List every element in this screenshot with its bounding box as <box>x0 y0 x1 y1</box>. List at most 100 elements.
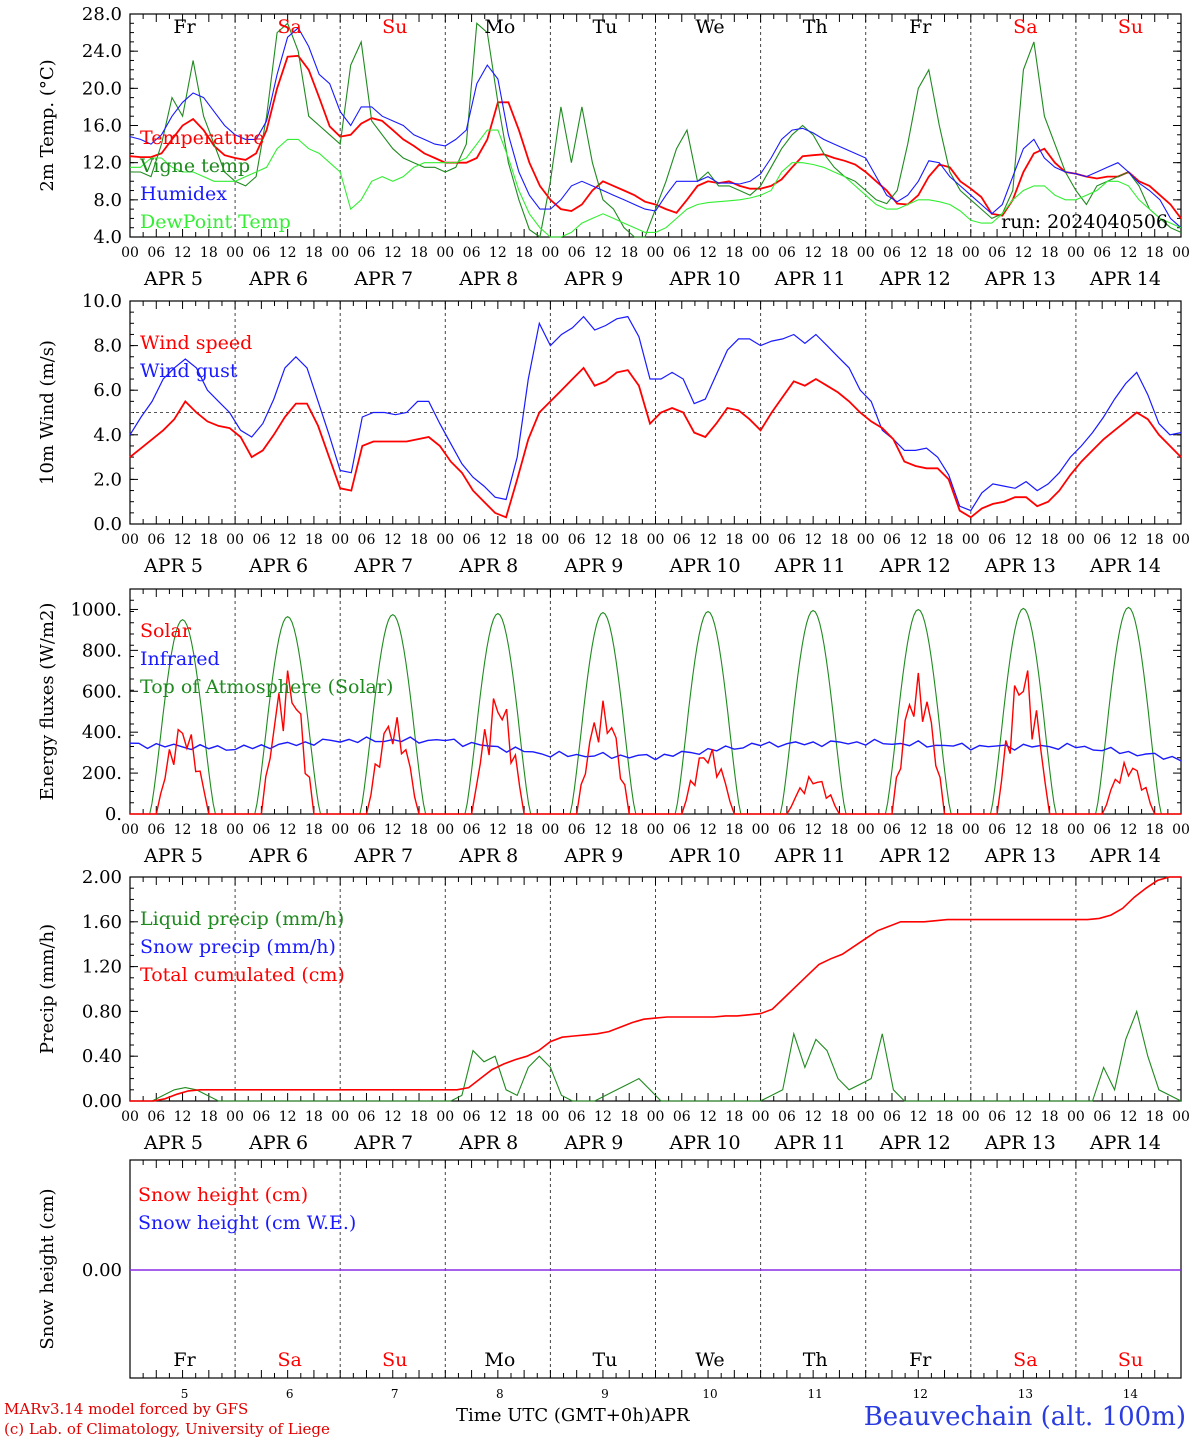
y-tick-label: 0.00 <box>82 1091 122 1112</box>
hour-label: 12 <box>699 822 717 838</box>
hour-label: 00 <box>226 822 244 838</box>
y-tick-label: 12.0 <box>82 153 122 174</box>
hour-label: 18 <box>515 245 533 261</box>
hour-label: 00 <box>121 532 139 548</box>
hour-label: 00 <box>857 532 875 548</box>
date-label: APR 5 <box>143 1132 203 1154</box>
hour-label: 06 <box>988 532 1006 548</box>
day-name: Sa <box>277 16 301 38</box>
y-tick-label: 24.0 <box>82 41 122 62</box>
hour-label: 06 <box>358 245 376 261</box>
day-number: 13 <box>1018 1387 1033 1401</box>
hour-label: 12 <box>699 245 717 261</box>
date-label: APR 6 <box>248 845 308 867</box>
hour-label: 12 <box>279 532 297 548</box>
date-label: APR 6 <box>248 268 308 290</box>
hour-label: 18 <box>410 822 428 838</box>
day-name-bottom: Tu <box>592 1349 617 1371</box>
hour-label: 00 <box>1067 1109 1085 1125</box>
hour-label: 12 <box>1120 245 1138 261</box>
series-line-vigne-temp <box>130 22 1182 238</box>
run-label: run: 2024040506 <box>1001 211 1168 233</box>
hour-label: 00 <box>857 1109 875 1125</box>
y-tick-label: 8.0 <box>93 190 122 211</box>
series-line-dewpoint-temp <box>130 129 1182 238</box>
hour-label: 00 <box>436 245 454 261</box>
date-label: APR 6 <box>248 1132 308 1154</box>
hour-label: 06 <box>673 245 691 261</box>
hour-label: 00 <box>436 822 454 838</box>
date-label: APR 8 <box>458 845 518 867</box>
hour-label: 18 <box>200 245 218 261</box>
hour-label: 12 <box>174 532 192 548</box>
day-name-bottom: Th <box>803 1349 828 1371</box>
hour-label: 06 <box>252 532 270 548</box>
date-label: APR 13 <box>984 1132 1056 1154</box>
hour-label: 12 <box>909 245 927 261</box>
credit-model: MARv3.14 model forced by GFS <box>4 1400 249 1418</box>
date-label: APR 9 <box>563 1132 623 1154</box>
hour-label: 06 <box>358 1109 376 1125</box>
y-axis-label-3: Energy fluxes (W/m2) <box>37 603 58 801</box>
hour-label: 06 <box>568 245 586 261</box>
hour-label: 18 <box>1041 532 1059 548</box>
y-axis-label-2: 10m Wind (m/s) <box>37 340 58 485</box>
hour-label: 12 <box>279 1109 297 1125</box>
day-name-bottom: Fr <box>173 1349 196 1371</box>
date-label: APR 10 <box>669 555 741 577</box>
hour-label: 12 <box>909 532 927 548</box>
hour-label: 18 <box>936 1109 954 1125</box>
hour-label: 06 <box>988 1109 1006 1125</box>
series-line-liquid-precip <box>130 1009 1182 1102</box>
hour-label: 00 <box>647 532 665 548</box>
hour-label: 12 <box>1014 1109 1032 1125</box>
hour-label: 18 <box>725 245 743 261</box>
hour-label: 12 <box>1120 1109 1138 1125</box>
hour-label: 06 <box>463 1109 481 1125</box>
day-name-bottom: Sa <box>1013 1349 1037 1371</box>
hour-label: 06 <box>1093 822 1111 838</box>
hour-label: 00 <box>121 1109 139 1125</box>
credit-lab: (c) Lab. of Climatology, University of L… <box>4 1420 330 1438</box>
y-tick-label: 1.20 <box>82 957 122 978</box>
date-label: APR 11 <box>774 1132 846 1154</box>
date-label: APR 10 <box>669 845 741 867</box>
hour-label: 06 <box>883 1109 901 1125</box>
y-tick-label: 200. <box>82 763 122 784</box>
hour-label: 18 <box>410 1109 428 1125</box>
hour-label: 00 <box>1067 245 1085 261</box>
hour-label: 18 <box>936 532 954 548</box>
date-label: APR 7 <box>353 1132 413 1154</box>
hour-label: 12 <box>1014 245 1032 261</box>
day-name-bottom: Sa <box>277 1349 301 1371</box>
y-tick-label: 10.0 <box>82 291 122 312</box>
hour-label: 18 <box>620 822 638 838</box>
hour-label: 00 <box>226 245 244 261</box>
hour-label: 06 <box>883 245 901 261</box>
hour-label: 00 <box>647 1109 665 1125</box>
y-tick-label: 0.0 <box>93 514 122 535</box>
date-label: APR 9 <box>563 555 623 577</box>
hour-label: 00 <box>1172 245 1190 261</box>
y-tick-label: 4.0 <box>93 425 122 446</box>
date-label: APR 13 <box>984 555 1056 577</box>
hour-label: 00 <box>436 1109 454 1125</box>
hour-label: 12 <box>489 822 507 838</box>
y-axis-label-4: Precip (mm/h) <box>37 924 58 1054</box>
hour-label: 00 <box>1067 822 1085 838</box>
hour-label: 12 <box>804 822 822 838</box>
date-label: APR 10 <box>669 1132 741 1154</box>
y-tick-label: 28.0 <box>82 4 122 25</box>
date-label: APR 8 <box>458 555 518 577</box>
hour-label: 12 <box>279 245 297 261</box>
hour-label: 00 <box>752 245 770 261</box>
date-label: APR 6 <box>248 555 308 577</box>
hour-label: 12 <box>594 245 612 261</box>
date-label: APR 7 <box>353 555 413 577</box>
legend-precip-1: Snow precip (mm/h) <box>140 936 336 958</box>
legend-wind-1: Wind gust <box>140 360 238 382</box>
hour-label: 06 <box>988 822 1006 838</box>
date-label: APR 11 <box>774 268 846 290</box>
series-line-total-cumulated <box>130 876 1181 1102</box>
hour-label: 06 <box>358 532 376 548</box>
